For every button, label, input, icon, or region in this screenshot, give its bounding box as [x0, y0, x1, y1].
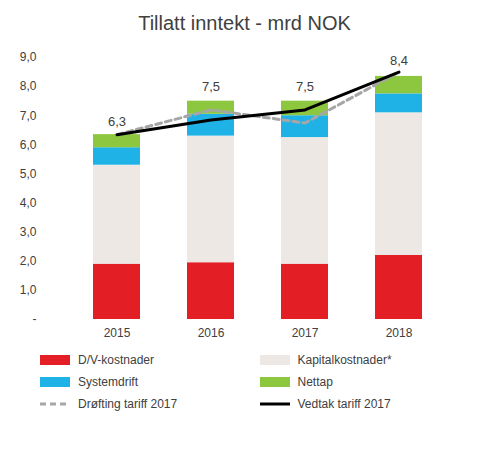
svg-text:2,0: 2,0	[20, 254, 37, 268]
svg-text:7,5: 7,5	[202, 79, 220, 94]
svg-text:6,0: 6,0	[20, 138, 37, 152]
svg-text:2017: 2017	[292, 326, 319, 340]
html-text:Drøfting tariff 2017: Drøfting tariff 2017	[78, 397, 178, 411]
svg-text:8,4: 8,4	[390, 53, 408, 68]
html-text:Nettap: Nettap	[297, 375, 333, 389]
svg-text:2015: 2015	[104, 326, 131, 340]
html-text:D/V-kostnader: D/V-kostnader	[78, 353, 154, 367]
svg-text:9,0: 9,0	[20, 50, 37, 64]
svg-text:5,0: 5,0	[20, 167, 37, 181]
svg-text:2016: 2016	[198, 326, 225, 340]
svg-text:-: -	[33, 312, 37, 326]
svg-text:7,0: 7,0	[20, 109, 37, 123]
html-text:Systemdrift: Systemdrift	[78, 375, 138, 389]
svg-text:1,0: 1,0	[20, 283, 37, 297]
svg-text:2018: 2018	[386, 326, 413, 340]
html-text:Vedtak tariff 2017: Vedtak tariff 2017	[297, 397, 391, 411]
html-text:Kapitalkostnader*: Kapitalkostnader*	[297, 353, 392, 367]
svg-text:8,0: 8,0	[20, 79, 37, 93]
svg-text:6,3: 6,3	[108, 114, 126, 129]
svg-text:4,0: 4,0	[20, 196, 37, 210]
html-text:Tillatt inntekt - mrd NOK: Tillatt inntekt - mrd NOK	[138, 12, 351, 34]
svg-text:3,0: 3,0	[20, 225, 37, 239]
svg-text:7,5: 7,5	[296, 79, 314, 94]
